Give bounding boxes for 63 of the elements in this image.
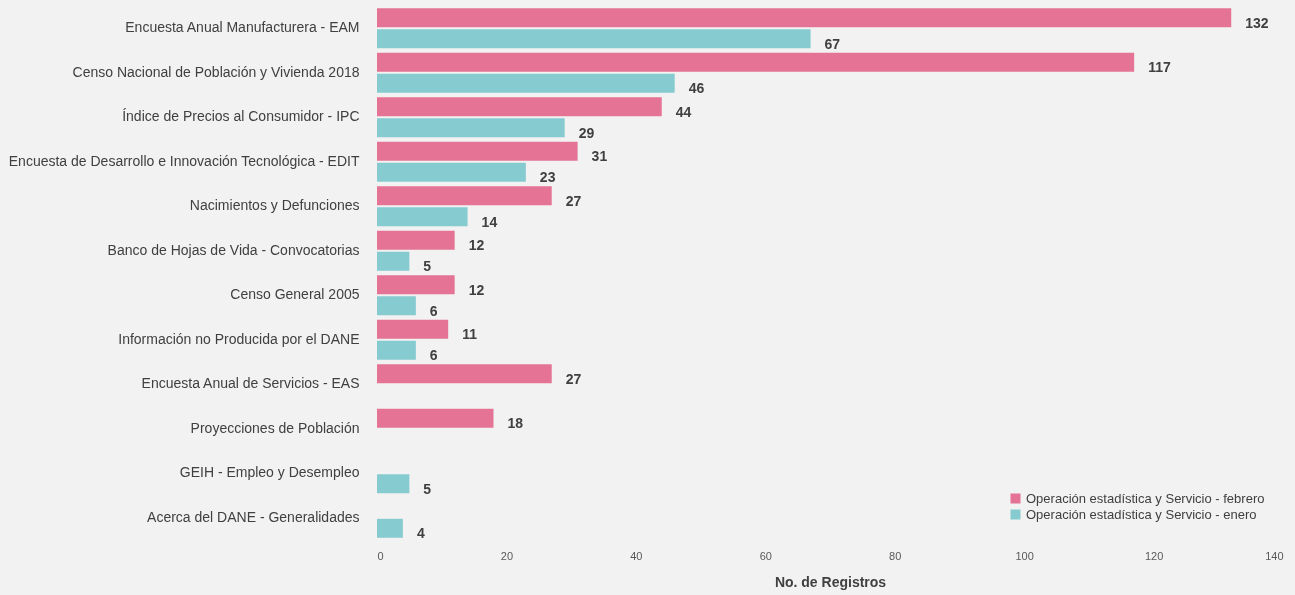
x-tick-label: 20 [500, 549, 514, 562]
bar [377, 52, 1135, 72]
bar [377, 186, 552, 206]
data-label: 14 [481, 213, 498, 230]
x-tick-label: 40 [630, 549, 643, 562]
data-label: 12 [468, 281, 485, 298]
bar [377, 364, 552, 384]
data-label: 117 [1148, 59, 1171, 76]
data-label: 11 [462, 326, 478, 343]
bar [377, 296, 416, 316]
bar [377, 275, 455, 295]
bar [377, 408, 494, 428]
x-tick-label: 0 [377, 549, 384, 562]
data-label: 12 [468, 237, 485, 254]
data-label: 27 [565, 192, 582, 209]
x-tick-label: 140 [1265, 549, 1284, 562]
bar [377, 319, 449, 339]
y-tick-label: Proyecciones de Población [190, 419, 360, 436]
y-tick-label: Censo General 2005 [230, 286, 360, 303]
y-tick-label: Banco de Hojas de Vida - Convocatorias [107, 241, 360, 258]
y-tick-label: Información no Producida por el DANE [118, 330, 360, 347]
data-label: 46 [688, 80, 705, 97]
bar [377, 340, 416, 360]
bar [377, 97, 662, 117]
data-label: 27 [565, 370, 582, 387]
data-label: 29 [578, 124, 595, 141]
bar [377, 230, 455, 250]
bar [377, 251, 410, 271]
data-label: 4 [416, 525, 425, 542]
y-tick-label: Encuesta de Desarrollo e Innovación Tecnológica - EDIT [8, 152, 360, 169]
data-label: 31 [591, 148, 608, 165]
bar [377, 118, 565, 138]
y-tick-label: Encuesta Anual Manufacturera - EAM [125, 19, 360, 36]
data-label: 23 [539, 169, 556, 186]
data-label: 5 [423, 480, 432, 497]
data-label: 18 [507, 415, 524, 432]
y-tick-label: Censo Nacional de Población y Vivienda 2018 [72, 63, 360, 80]
x-tick-label: 120 [1144, 549, 1164, 562]
bar [377, 73, 675, 93]
data-label: 6 [429, 347, 438, 364]
legend-label: Operación estadística y Servicio - enero [1026, 506, 1257, 522]
bar [377, 162, 526, 182]
y-tick-label: GEIH - Empleo y Desempleo [179, 464, 360, 481]
data-label: 44 [675, 103, 692, 120]
bar [377, 8, 1232, 28]
bar [377, 141, 578, 161]
bar [377, 29, 811, 49]
x-axis-title: No. de Registros [774, 573, 887, 590]
y-tick-label: Acerca del DANE - Generalidades [147, 508, 360, 525]
bar [377, 474, 410, 494]
y-tick-label: Encuesta Anual de Servicios - EAS [141, 375, 360, 392]
data-label: 6 [429, 302, 438, 319]
data-label: 5 [423, 258, 432, 275]
bar [377, 207, 468, 227]
legend-label: Operación estadística y Servicio - febrero [1026, 490, 1265, 506]
y-tick-label: Índice de Precios al Consumidor - IPC [122, 108, 360, 125]
data-label: 67 [824, 35, 841, 52]
x-tick-label: 60 [759, 549, 772, 562]
y-tick-label: Nacimientos y Defunciones [189, 197, 360, 214]
x-tick-label: 100 [1015, 549, 1034, 562]
x-tick-label: 80 [889, 549, 902, 562]
data-label: 132 [1245, 14, 1269, 31]
bar [377, 518, 403, 538]
